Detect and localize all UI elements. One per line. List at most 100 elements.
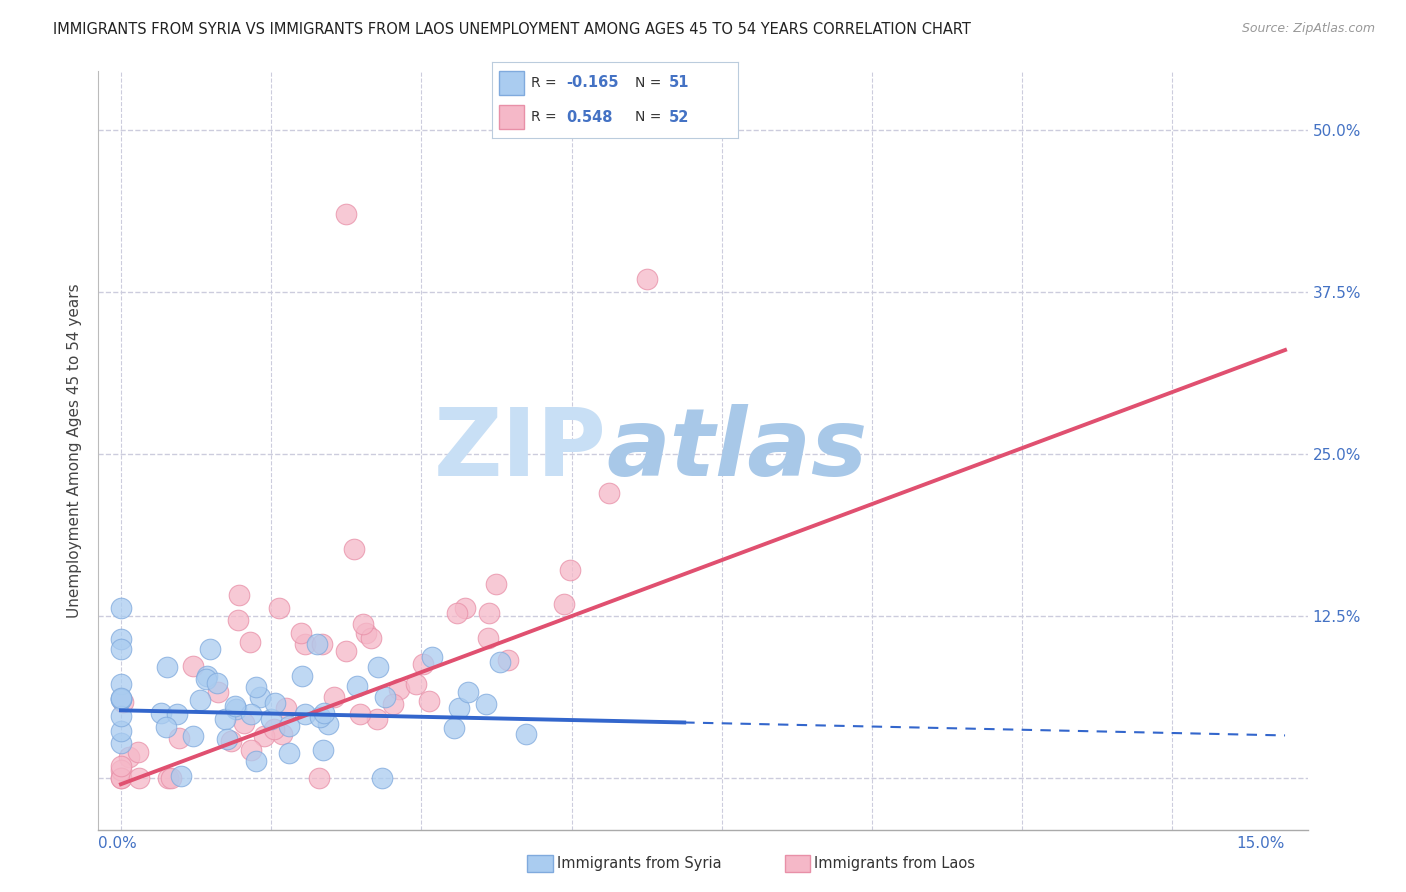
Point [305,638,328,652]
Point [205,676,228,690]
Point [219,733,242,747]
Point [110,691,132,706]
Point [343,542,366,557]
Point [150,706,173,721]
Y-axis label: Unemployment Among Ages 45 to 54 years: Unemployment Among Ages 45 to 54 years [67,283,83,618]
Point [214,713,236,727]
Point [560,563,582,577]
Point [291,668,314,682]
Point [233,716,256,731]
Point [155,721,177,735]
Point [110,642,132,657]
Point [245,755,267,769]
Text: 51: 51 [669,76,690,90]
Point [449,701,471,715]
Point [110,736,132,750]
Point [110,771,132,785]
Point [228,588,250,602]
Point [260,712,283,726]
Point [110,601,132,615]
Point [553,597,575,611]
Point [381,697,404,711]
Bar [499,70,524,95]
Point [215,731,238,746]
Point [110,724,132,739]
Text: N =: N = [634,76,665,90]
Point [478,606,501,620]
Point [360,631,382,645]
Point [110,763,132,777]
Point [239,634,262,648]
Point [316,717,339,731]
Text: 15.0%: 15.0% [1237,836,1285,851]
Point [278,747,301,761]
Point [166,706,188,721]
Point [308,771,330,785]
Text: R =: R = [531,110,561,124]
Point [181,658,204,673]
Point [224,698,246,713]
Point [110,677,132,691]
Point [367,660,389,674]
Text: IMMIGRANTS FROM SYRIA VS IMMIGRANTS FROM LAOS UNEMPLOYMENT AMONG AGES 45 TO 54 Y: IMMIGRANTS FROM SYRIA VS IMMIGRANTS FROM… [53,22,972,37]
Text: Immigrants from Laos: Immigrants from Laos [814,856,976,871]
Point [322,690,344,704]
Point [239,707,262,722]
Point [128,771,150,785]
Point [271,727,294,741]
Point [314,706,336,720]
Point [457,685,479,699]
Point [335,643,357,657]
Point [156,771,179,785]
Point [454,600,477,615]
Point [111,695,134,709]
Point [598,485,620,500]
Point [118,749,141,764]
Point [207,685,229,699]
Point [240,743,263,757]
Point [110,632,132,647]
Text: ZIP: ZIP [433,404,606,497]
Point [412,657,434,671]
Point [515,727,537,741]
Point [475,698,498,712]
Point [346,679,368,693]
Point [110,690,132,705]
Point [349,706,371,721]
Point [446,606,468,620]
Text: N =: N = [634,110,665,124]
Point [418,694,440,708]
Point [477,631,499,645]
Point [197,668,219,682]
Point [420,650,443,665]
Point [198,641,221,656]
Point [312,743,335,757]
Point [352,616,374,631]
Point [195,672,218,686]
Point [443,721,465,735]
Point [371,771,394,785]
Point [309,710,332,724]
Text: R =: R = [531,76,561,90]
Text: Source: ZipAtlas.com: Source: ZipAtlas.com [1241,22,1375,36]
Point [110,759,132,773]
Point [181,729,204,743]
Point [167,731,190,745]
Point [636,271,658,285]
Text: 0.0%: 0.0% [98,836,138,851]
Point [335,207,357,221]
Text: -0.165: -0.165 [565,76,619,90]
Point [263,696,285,710]
Point [110,771,132,785]
Point [188,692,211,706]
Point [485,576,508,591]
Point [170,768,193,782]
Point [274,700,297,714]
Text: 52: 52 [669,110,689,125]
Point [245,680,267,694]
Point [489,655,512,669]
Point [290,626,312,640]
Text: Immigrants from Syria: Immigrants from Syria [557,856,721,871]
Point [366,712,388,726]
Point [127,744,149,758]
